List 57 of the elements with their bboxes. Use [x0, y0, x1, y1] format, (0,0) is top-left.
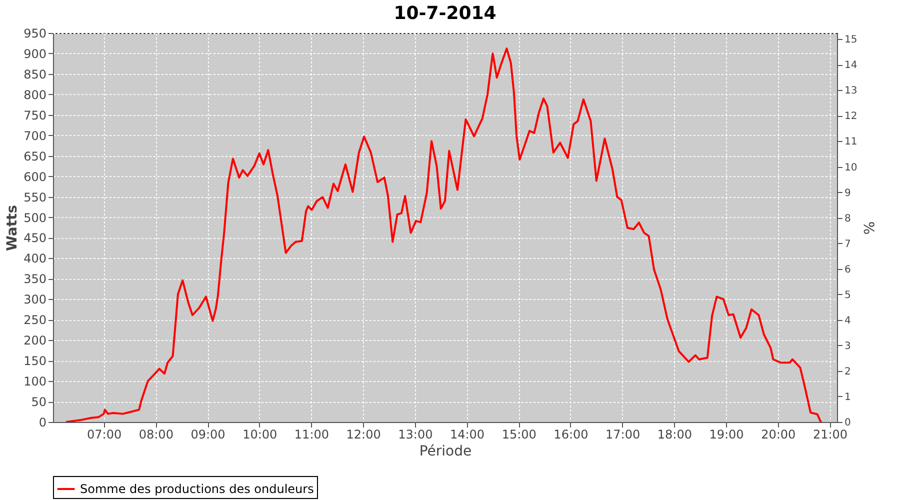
- x-tick-label: 13:00: [398, 428, 433, 442]
- x-tick-label: 19:00: [709, 428, 744, 442]
- x-tick-label: 14:00: [450, 428, 485, 442]
- y2-tick-label: 12: [844, 111, 858, 122]
- x-tick-label: 18:00: [657, 428, 692, 442]
- y-tick-label: 900: [24, 46, 46, 61]
- y2-tick-label: 4: [844, 315, 851, 326]
- y-tick-label: 450: [24, 231, 46, 246]
- y-tick-label: 500: [24, 210, 46, 225]
- y-tick-label: 250: [24, 313, 46, 328]
- x-tick-label: 16:00: [554, 428, 588, 442]
- y-tick-label: 950: [24, 26, 46, 40]
- y2-tick-label: 13: [844, 86, 858, 97]
- x-tick-label: 17:00: [606, 428, 640, 442]
- y-tick-label: 400: [24, 252, 46, 266]
- y-tick-label: 50: [31, 395, 46, 410]
- y2-tick-label: 14: [844, 60, 858, 72]
- x-tick-label: 10:00: [242, 428, 278, 442]
- y-tick-label: 600: [24, 170, 46, 184]
- x-tick-label: 15:00: [502, 428, 536, 442]
- y2-tick-label: 10: [844, 162, 858, 174]
- x-tick-label: 12:00: [346, 428, 381, 442]
- y2-tick-label: 0: [844, 418, 851, 428]
- y2-tick-label: 1: [844, 392, 851, 403]
- y2-tick-label: 7: [844, 238, 851, 250]
- x-tick-label: 21:00: [812, 428, 848, 442]
- y2-tick-label: 5: [844, 290, 851, 301]
- x-tick-label: 20:00: [761, 428, 796, 442]
- y2-tick-label: 9: [844, 188, 851, 199]
- y-tick-label: 150: [24, 354, 46, 368]
- y2-tick-label: 11: [844, 136, 858, 148]
- y-tick-label: 700: [24, 128, 46, 143]
- x-tick-label: 09:00: [190, 428, 226, 442]
- y2-tick-label: 6: [844, 264, 851, 276]
- y2-tick-label: 8: [844, 213, 851, 224]
- y-tick-label: 350: [24, 272, 46, 286]
- y-tick-label: 300: [24, 292, 46, 307]
- legend-label: Somme des productions des onduleurs: [80, 482, 314, 496]
- line-series: [64, 48, 822, 422]
- y-tick-label: 750: [24, 108, 46, 122]
- y-tick-label: 850: [24, 67, 46, 82]
- y-tick-label: 200: [24, 334, 46, 348]
- y-tick-label: 550: [24, 190, 46, 204]
- y2-tick-label: 2: [844, 366, 851, 378]
- y-tick-label: 0: [38, 416, 46, 430]
- x-tick-label: 07:00: [87, 428, 122, 442]
- x-axis-title: Période: [419, 444, 472, 460]
- y-axis-title: Watts: [4, 204, 21, 252]
- chart-title: 10-7-2014: [394, 3, 496, 24]
- y2-tick-label: 3: [844, 340, 851, 352]
- y-tick-label: 800: [24, 88, 46, 102]
- x-tick-label: 08:00: [138, 428, 174, 442]
- y2-axis-title: %: [860, 221, 876, 235]
- y-tick-label: 650: [24, 149, 46, 164]
- x-tick-label: 11:00: [294, 428, 330, 442]
- y2-tick-label: 15: [844, 34, 858, 46]
- y-tick-label: 100: [24, 374, 46, 389]
